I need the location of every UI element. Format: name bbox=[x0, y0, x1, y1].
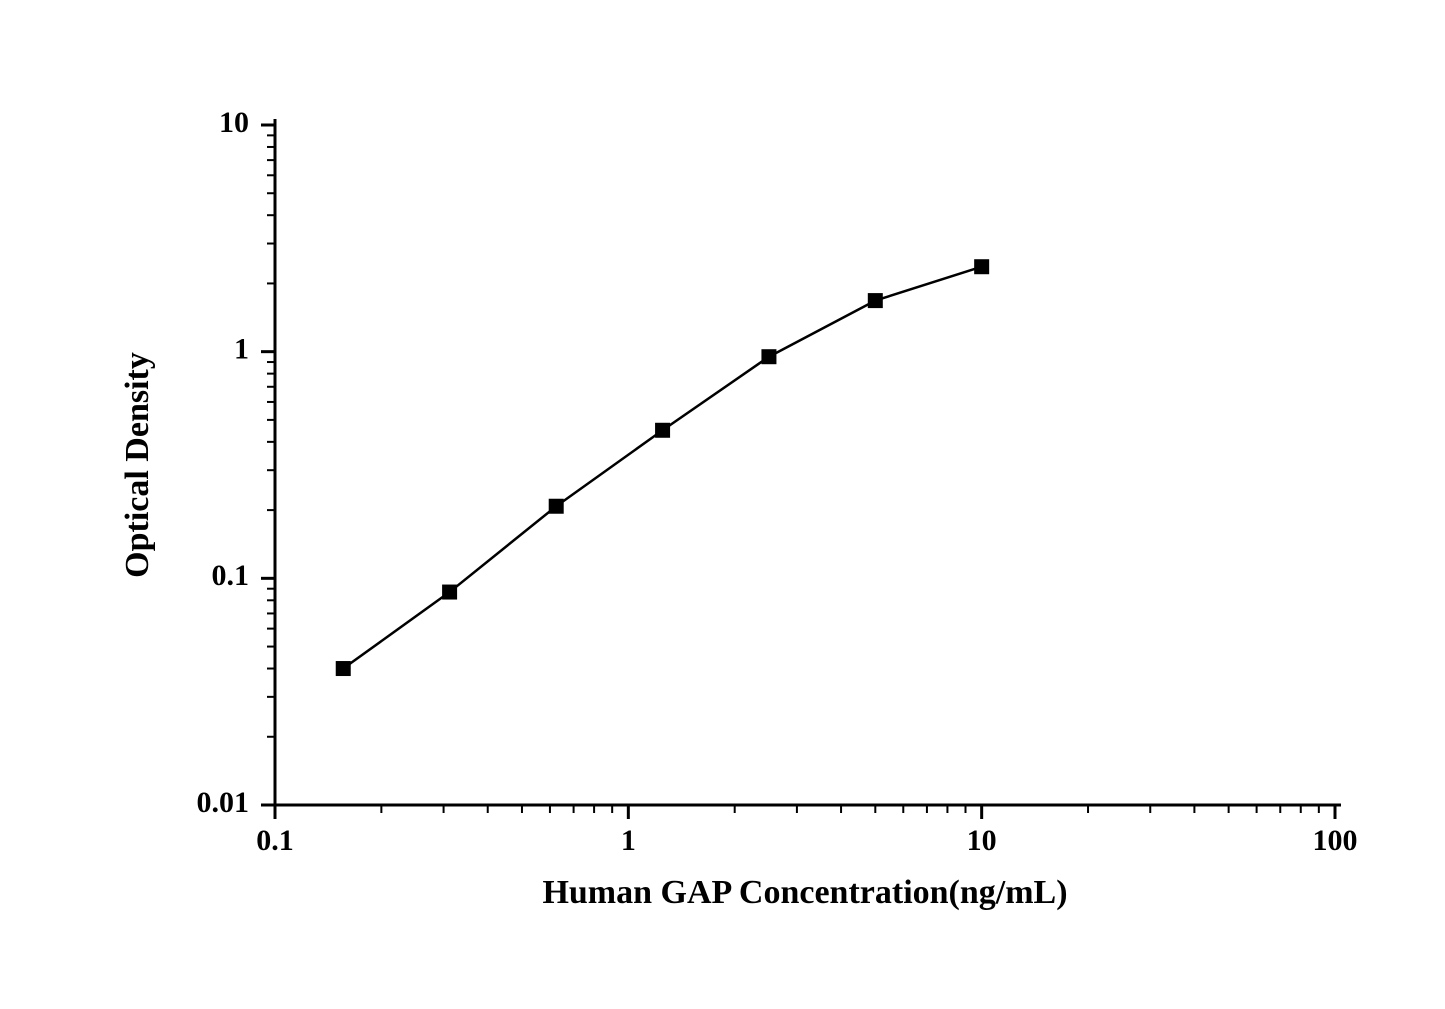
y-tick-label: 0.1 bbox=[212, 559, 250, 592]
data-point-marker bbox=[975, 260, 989, 274]
x-tick-label: 100 bbox=[1313, 824, 1358, 857]
chart-background bbox=[0, 0, 1445, 1009]
data-point-marker bbox=[336, 662, 350, 676]
data-point-marker bbox=[868, 294, 882, 308]
x-tick-label: 0.1 bbox=[256, 824, 294, 857]
data-point-marker bbox=[549, 499, 563, 513]
y-tick-label: 10 bbox=[219, 106, 249, 139]
chart-container: 0.11101000.010.1110Human GAP Concentrati… bbox=[0, 0, 1445, 1009]
y-tick-label: 1 bbox=[234, 333, 249, 366]
calibration-curve-chart: 0.11101000.010.1110Human GAP Concentrati… bbox=[0, 0, 1445, 1009]
data-point-marker bbox=[762, 350, 776, 364]
data-point-marker bbox=[656, 423, 670, 437]
x-tick-label: 10 bbox=[967, 824, 997, 857]
y-tick-label: 0.01 bbox=[197, 786, 250, 819]
x-axis-label: Human GAP Concentration(ng/mL) bbox=[542, 874, 1067, 911]
y-axis-label: Optical Density bbox=[119, 352, 156, 578]
x-tick-label: 1 bbox=[621, 824, 636, 857]
data-point-marker bbox=[443, 585, 457, 599]
